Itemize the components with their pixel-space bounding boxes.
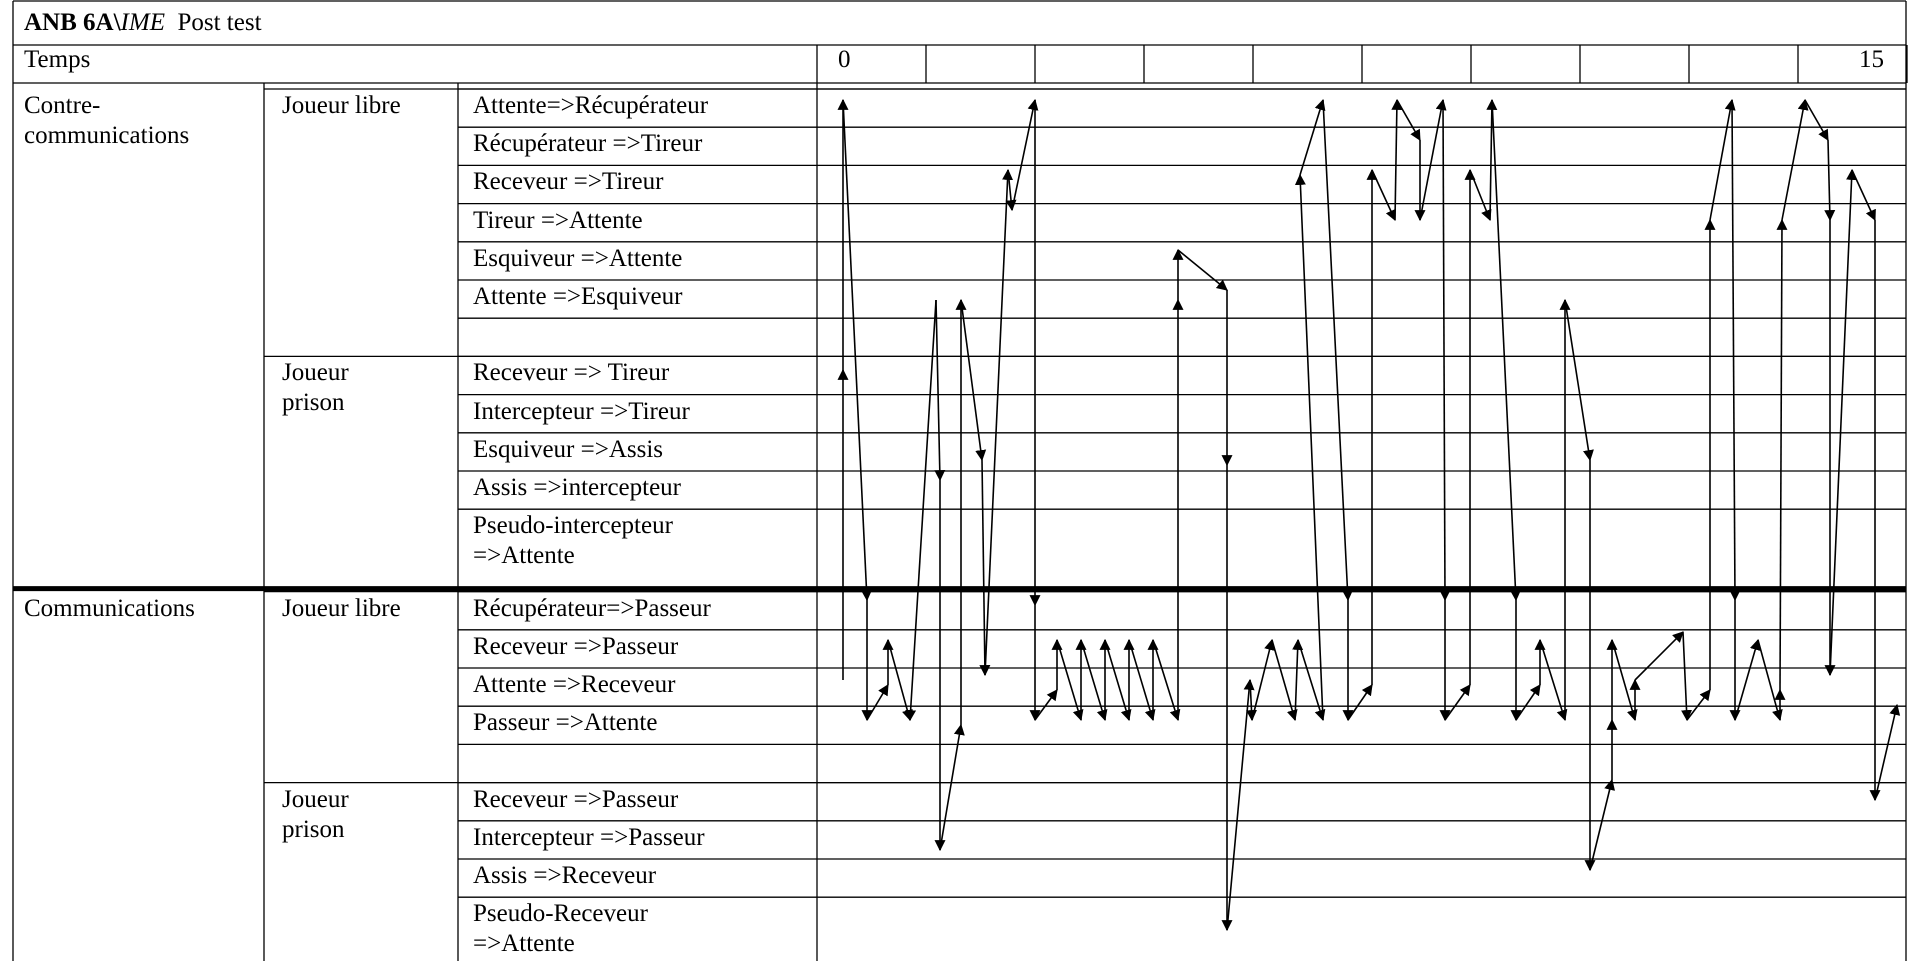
transition-arrow: [1251, 638, 1275, 721]
title-phase: Post test: [177, 9, 262, 36]
behaviour-label: Attente =>Esquiveur: [473, 283, 683, 310]
transition-arrow: [1034, 689, 1058, 721]
transition-arrow: [1829, 168, 1858, 676]
transition-arrow: [1299, 98, 1326, 176]
transition-arrow: [1419, 98, 1447, 221]
behaviour-label: Receveur => Tireur: [473, 359, 670, 387]
transition-arrow: [1734, 638, 1761, 721]
chart-title: ANB 6A\IME Post test: [24, 8, 262, 38]
behaviour-label: Intercepteur =>Passeur: [473, 823, 705, 851]
time-start: 0: [838, 46, 851, 73]
transition-arrow: [1539, 639, 1568, 722]
behaviour-label: Passeur =>Attente: [473, 709, 658, 737]
transition-arrow: [1347, 684, 1373, 721]
behaviour-label: Receveur =>Passeur: [473, 785, 679, 813]
behaviour-label: Receveur =>Passeur: [473, 632, 679, 660]
transition-arrow: [979, 459, 991, 677]
transition-arrow: [1152, 639, 1181, 722]
transition-arrow: [960, 299, 987, 462]
transition-arrow: [1391, 98, 1403, 221]
behaviour-label: Assis =>intercepteur: [473, 474, 682, 501]
behaviour-label: Esquiveur =>Assis: [473, 435, 664, 463]
behaviour-label: Pseudo-intercepteur =>Attente: [473, 512, 673, 570]
behaviour-label: Attente=>Récupérateur: [473, 92, 709, 119]
behaviour-label: Pseudo-Receveur =>Attente: [473, 900, 648, 958]
transition-arrow: [1128, 639, 1156, 722]
transition-arrow: [1564, 299, 1594, 462]
transition-arrow: [1681, 631, 1693, 722]
transition-arrow: [1611, 639, 1638, 722]
section-label: Contre-communications: [24, 92, 190, 149]
transition-arrow: [1080, 639, 1108, 722]
time-label: Temps: [24, 46, 91, 73]
title-code: ANB 6A\: [24, 9, 121, 36]
group-label: Joueur prison: [282, 785, 349, 843]
transition-arrow: [1491, 99, 1522, 602]
transition-arrow: [905, 299, 937, 722]
transition-arrow: [1011, 98, 1039, 211]
behaviour-label: Récupérateur =>Tireur: [473, 130, 703, 158]
behaviour-label: Récupérateur=>Passeur: [473, 594, 711, 622]
transition-arrow: [1444, 684, 1471, 721]
transition-arrow: [1686, 689, 1711, 721]
behaviour-label: Assis =>Receveur: [473, 862, 657, 889]
section-label: Communications: [24, 594, 195, 622]
transition-arrow: [939, 723, 965, 851]
transition-arrow: [1297, 639, 1326, 722]
transition-arrow: [1776, 218, 1788, 691]
transition-arrow: [1292, 638, 1304, 721]
behaviour-label: Receveur =>Tireur: [473, 168, 664, 196]
transition-arrow: [1874, 703, 1901, 801]
time-end: 15: [1859, 46, 1884, 73]
transition-arrow: [1246, 679, 1257, 722]
transition-arrow: [842, 99, 873, 602]
transition-arrow: [1104, 639, 1132, 722]
transition-arrow: [1056, 639, 1084, 722]
transition-arrow: [1469, 169, 1492, 222]
group-label: Joueur libre: [282, 594, 401, 622]
behaviour-label: Attente =>Receveur: [473, 671, 676, 698]
transition-arrow: [1396, 99, 1421, 141]
group-label: Joueur libre: [282, 92, 401, 119]
transition-arrow: [1371, 169, 1396, 221]
transition-arrow: [1804, 99, 1829, 141]
transition-arrow: [1271, 639, 1298, 722]
transition-arrow: [934, 299, 946, 482]
transition-arrow: [887, 639, 913, 722]
title-group: IME: [120, 9, 165, 36]
transition-arrow: [1515, 684, 1541, 721]
transition-arrow: [1634, 631, 1684, 681]
transition-arrow: [984, 168, 1014, 676]
behaviour-label: Esquiveur =>Attente: [473, 244, 683, 272]
group-label: Joueur prison: [282, 359, 349, 417]
transition-arrow: [1729, 99, 1741, 602]
transition-arrow: [1589, 778, 1615, 871]
transition-arrow: [866, 684, 889, 721]
transition-arrow: [1709, 98, 1736, 221]
transition-arrow: [1005, 169, 1017, 212]
transition-arrow: [1439, 99, 1451, 602]
behaviour-label: Tireur =>Attente: [473, 206, 643, 234]
transition-arrow: [1486, 98, 1498, 221]
transition-arrow: [1294, 173, 1324, 721]
transition-arrow: [1177, 249, 1228, 291]
transition-arrow: [1781, 98, 1809, 221]
transition-arrow: [1322, 99, 1353, 602]
transition-arrow: [1757, 639, 1783, 722]
transition-arrow: [1226, 678, 1255, 931]
transition-arrow: [1824, 139, 1836, 222]
transition-arrow: [1851, 169, 1876, 221]
behaviour-label: Intercepteur =>Tireur: [473, 397, 690, 425]
